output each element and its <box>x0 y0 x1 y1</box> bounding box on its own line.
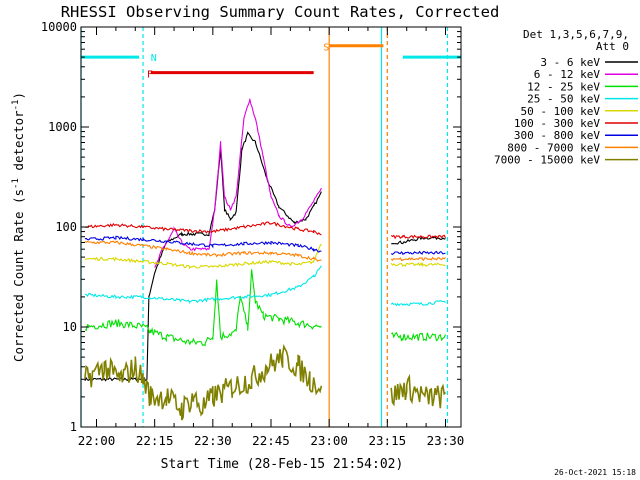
flag-label-n: N <box>151 53 157 64</box>
series-line-7 <box>84 240 446 262</box>
legend-label-3: 25 - 50 keV <box>527 93 600 106</box>
legend-label-1: 6 - 12 keV <box>534 68 601 81</box>
legend-label-0: 3 - 6 keV <box>540 56 600 69</box>
y-axis-label-sup2: -1 <box>11 100 21 111</box>
x-tick-label: 23:00 <box>310 433 348 448</box>
series-layer <box>84 98 447 421</box>
y-tick-label: 1 <box>70 420 77 434</box>
y-tick-label: 100 <box>55 220 77 234</box>
x-tick-label: 22:45 <box>252 433 290 448</box>
plot-layers: NF S <box>80 27 461 427</box>
series-line-5 <box>84 221 446 240</box>
flag-bars: NF S <box>81 43 461 81</box>
y-axis-label-sup: -1 <box>11 178 21 189</box>
series-line-2 <box>84 269 447 347</box>
flag-label-f: F <box>147 70 153 81</box>
x-tick-label: 22:30 <box>194 433 232 448</box>
legend-label-8: 7000 - 15000 keV <box>494 154 600 167</box>
timestamp: 26-Oct-2021 15:18 <box>554 468 636 477</box>
y-axis: 1 10 100 1000 10000 <box>41 20 461 434</box>
y-axis-label-main: Corrected Count Rate (s <box>11 189 26 362</box>
legend-label-2: 12 - 25 keV <box>527 80 600 93</box>
y-axis-label-mid: detector <box>11 110 26 178</box>
y-tick-label: 10 <box>63 320 77 334</box>
y-tick-label: 1000 <box>48 120 77 134</box>
x-tick-label: 23:30 <box>427 433 465 448</box>
series-line-8 <box>84 343 447 421</box>
x-tick-label: 22:15 <box>136 433 174 448</box>
x-tick-label: 22:00 <box>78 433 116 448</box>
legend-header-line1: Det 1,3,5,6,7,9, <box>523 28 629 41</box>
legend-label-4: 50 - 100 keV <box>521 105 601 118</box>
series-line-0 <box>84 131 446 382</box>
x-axis: 22:00 22:15 22:30 22:45 23:00 23:15 23:30 <box>78 27 465 448</box>
y-axis-label-end: ) <box>11 92 26 100</box>
series-line-3 <box>84 265 446 307</box>
chart-title: RHESSI Observing Summary Count Rates, Co… <box>61 3 500 21</box>
series-line-4 <box>84 243 446 270</box>
x-tick-label: 23:15 <box>369 433 407 448</box>
legend-label-6: 300 - 800 keV <box>514 129 600 142</box>
legend-label-5: 100 - 300 keV <box>514 117 600 130</box>
y-axis-label: Corrected Count Rate (s-1 detector-1) <box>11 92 26 362</box>
x-axis-label: Start Time (28-Feb-15 21:54:02) <box>161 457 404 472</box>
legend-label-7: 800 - 7000 keV <box>507 141 600 154</box>
series-line-6 <box>84 235 446 255</box>
legend-header-line2: Att 0 <box>596 40 629 53</box>
y-tick-label: 10000 <box>41 20 77 34</box>
flag-label-s: S <box>323 43 329 54</box>
